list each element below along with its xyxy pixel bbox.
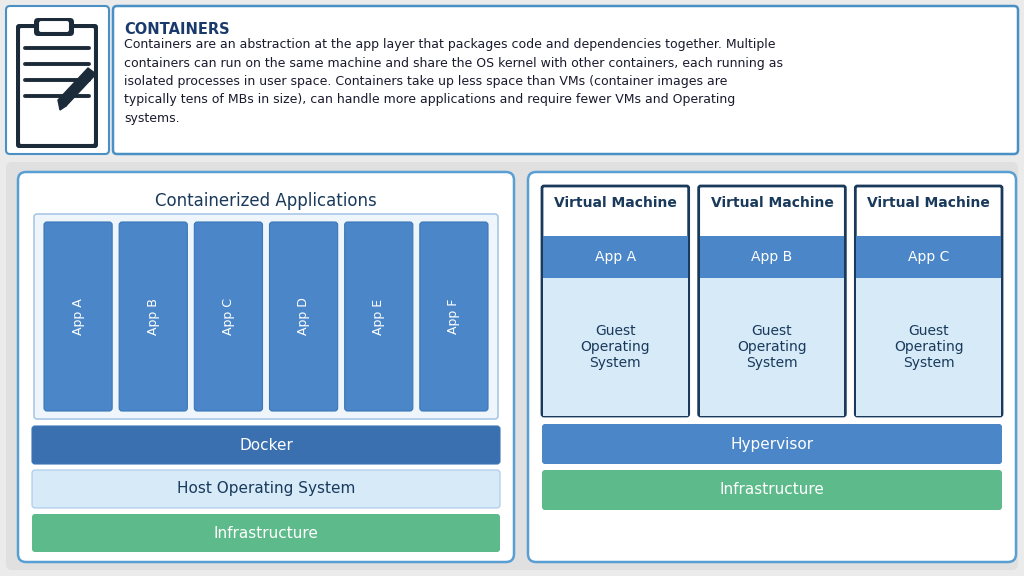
Text: Infrastructure: Infrastructure [720,483,824,498]
FancyBboxPatch shape [113,6,1018,154]
FancyBboxPatch shape [18,172,514,562]
Text: Virtual Machine: Virtual Machine [867,196,990,210]
Text: Guest
Operating
System: Guest Operating System [581,324,650,370]
Text: Infrastructure: Infrastructure [214,525,318,540]
Text: App B: App B [146,298,160,335]
FancyBboxPatch shape [44,222,113,411]
FancyBboxPatch shape [855,186,1002,416]
FancyBboxPatch shape [19,27,95,145]
FancyBboxPatch shape [32,470,500,508]
Text: Guest
Operating
System: Guest Operating System [894,324,964,370]
FancyBboxPatch shape [16,24,98,148]
Polygon shape [58,100,66,110]
Text: Virtual Machine: Virtual Machine [711,196,834,210]
FancyBboxPatch shape [542,424,1002,464]
Bar [699,278,845,416]
Text: App C: App C [222,298,234,335]
Bar [856,236,1001,278]
FancyBboxPatch shape [542,470,1002,510]
Text: App A: App A [72,298,85,335]
Bar [699,236,845,278]
Polygon shape [58,68,96,106]
Text: Hypervisor: Hypervisor [730,437,813,452]
Text: App F: App F [447,299,461,334]
Text: Containerized Applications: Containerized Applications [155,192,377,210]
Text: Virtual Machine: Virtual Machine [554,196,677,210]
FancyBboxPatch shape [34,18,74,36]
FancyBboxPatch shape [32,514,500,552]
Bar [543,236,688,278]
Text: Host Operating System: Host Operating System [177,482,355,497]
Text: App C: App C [908,250,949,264]
FancyBboxPatch shape [345,222,413,411]
FancyBboxPatch shape [420,222,488,411]
FancyBboxPatch shape [269,222,338,411]
Text: App D: App D [297,298,310,335]
FancyBboxPatch shape [528,172,1016,562]
FancyBboxPatch shape [119,222,187,411]
FancyBboxPatch shape [6,162,1018,570]
Text: App A: App A [595,250,636,264]
Text: Guest
Operating
System: Guest Operating System [737,324,807,370]
FancyBboxPatch shape [195,222,262,411]
FancyBboxPatch shape [34,214,498,419]
Text: Docker: Docker [239,438,293,453]
Text: App E: App E [373,298,385,335]
Bar [543,278,688,416]
FancyBboxPatch shape [32,426,500,464]
FancyBboxPatch shape [6,6,109,154]
FancyBboxPatch shape [698,186,846,416]
FancyBboxPatch shape [542,186,689,416]
Text: Containers are an abstraction at the app layer that packages code and dependenci: Containers are an abstraction at the app… [124,38,783,125]
Text: App B: App B [752,250,793,264]
Bar [856,278,1001,416]
Text: CONTAINERS: CONTAINERS [124,22,229,37]
FancyBboxPatch shape [38,20,70,33]
